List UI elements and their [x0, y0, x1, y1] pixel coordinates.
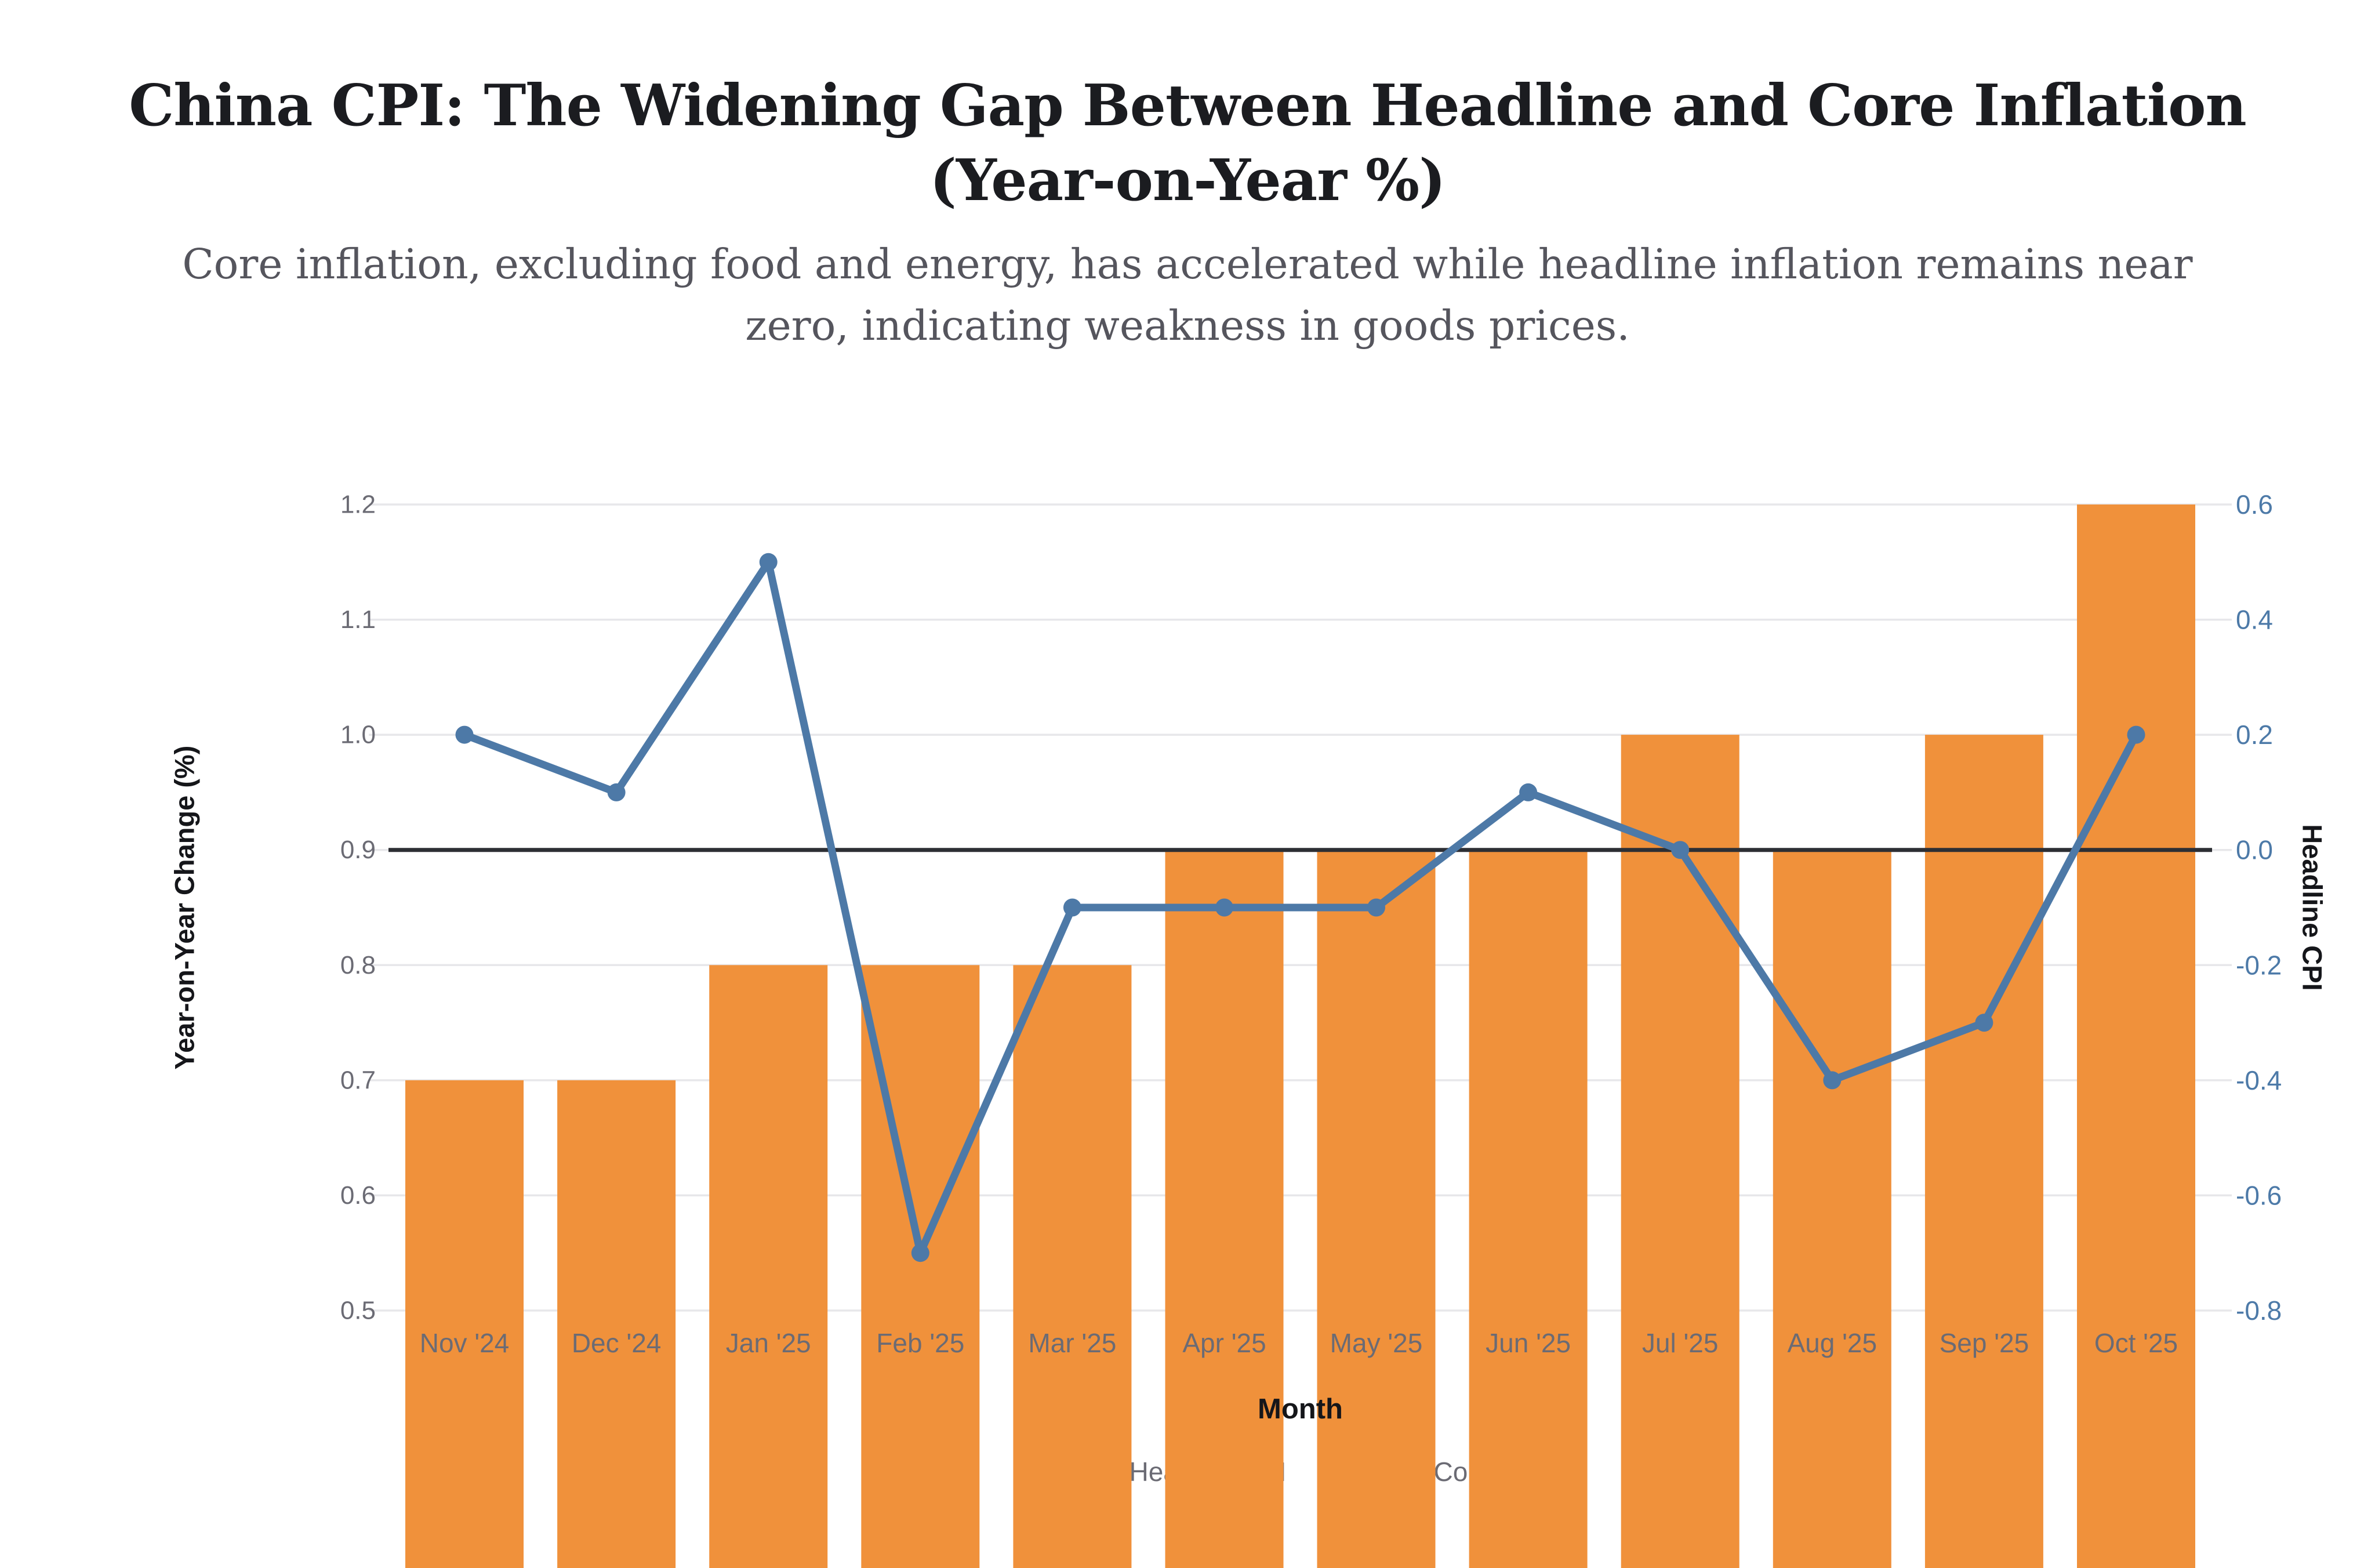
line-point-sep25[interactable]	[1975, 1014, 1993, 1032]
line-point-may25[interactable]	[1367, 898, 1385, 917]
left-tick-label: 1.1	[340, 605, 376, 634]
x-tick-label: Jan '25	[726, 1328, 811, 1358]
left-axis-title: Year-on-Year Change (%)	[169, 746, 200, 1070]
bar-jan25[interactable]	[709, 965, 828, 1568]
line-point-jan25[interactable]	[759, 553, 778, 571]
x-tick-label: Feb '25	[876, 1328, 964, 1358]
left-tick-label: 0.6	[340, 1181, 376, 1210]
x-tick-label: Dec '24	[572, 1328, 662, 1358]
left-axis-tick-labels: 1.2 1.1 1.0 0.9 0.8 0.7 0.6 0.5	[340, 491, 376, 1325]
core-cpi-bars	[405, 504, 2195, 1568]
line-point-nov24[interactable]	[455, 725, 474, 744]
right-tick-label: -0.2	[2236, 950, 2282, 980]
line-point-jun25[interactable]	[1519, 783, 1538, 801]
bar-may25[interactable]	[1317, 850, 1436, 1568]
right-axis-title: Headline CPI	[2297, 824, 2328, 990]
x-tick-label: Sep '25	[1940, 1328, 2029, 1358]
bar-apr25[interactable]	[1165, 850, 1284, 1568]
right-tick-label: 0.0	[2236, 835, 2273, 865]
right-axis-tick-labels: 0.6 0.4 0.2 0.0 -0.2 -0.4 -0.6 -0.8	[2236, 489, 2282, 1326]
x-tick-label: Jul '25	[1642, 1328, 1719, 1358]
bar-sep25[interactable]	[1924, 735, 2043, 1568]
x-axis-title: Month	[1258, 1393, 1343, 1425]
left-tick-label: 1.2	[340, 491, 376, 519]
left-tick-label: 0.5	[340, 1297, 376, 1325]
line-point-oct25[interactable]	[2127, 725, 2145, 744]
line-point-aug25[interactable]	[1823, 1071, 1842, 1090]
x-tick-label: Mar '25	[1028, 1328, 1116, 1358]
left-tick-label: 0.9	[340, 836, 376, 864]
right-tick-label: 0.4	[2236, 605, 2273, 635]
right-tick-label: -0.6	[2236, 1180, 2282, 1210]
headline-cpi-points	[455, 553, 2145, 1262]
bar-mar25[interactable]	[1013, 965, 1132, 1568]
bar-dec24[interactable]	[557, 1080, 676, 1568]
right-tick-label: -0.4	[2236, 1065, 2282, 1095]
x-tick-label: Apr '25	[1182, 1328, 1266, 1358]
x-tick-label: Jun '25	[1486, 1328, 1571, 1358]
bar-jul25[interactable]	[1621, 735, 1740, 1568]
x-tick-label: Oct '25	[2094, 1328, 2178, 1358]
x-tick-label: May '25	[1330, 1328, 1423, 1358]
bar-jun25[interactable]	[1469, 850, 1588, 1568]
right-tick-label: -0.8	[2236, 1295, 2282, 1326]
right-tick-label: 0.6	[2236, 489, 2273, 520]
left-tick-label: 0.8	[340, 951, 376, 979]
x-tick-label: Aug '25	[1788, 1328, 1878, 1358]
line-point-dec24[interactable]	[607, 783, 626, 801]
chart-header: China CPI: The Widening Gap Between Head…	[0, 68, 2375, 357]
right-tick-label: 0.2	[2236, 720, 2273, 750]
line-point-apr25[interactable]	[1215, 898, 1233, 917]
bar-nov24[interactable]	[405, 1080, 524, 1568]
left-tick-label: 1.0	[340, 721, 376, 749]
line-point-feb25[interactable]	[911, 1244, 929, 1262]
bar-aug25[interactable]	[1773, 850, 1891, 1568]
line-point-mar25[interactable]	[1063, 898, 1081, 917]
headline-cpi-line	[460, 558, 2140, 1257]
x-tick-labels: Nov '24 Dec '24 Jan '25 Feb '25 Mar '25 Apr '…	[420, 1328, 2178, 1358]
left-tick-label: 0.7	[340, 1066, 376, 1094]
chart-title: China CPI: The Widening Gap Between Head…	[129, 72, 2246, 215]
chart-subtitle: Core inflation, excluding food and energ…	[182, 239, 2193, 350]
bar-oct25[interactable]	[2077, 504, 2195, 1568]
line-point-jul25[interactable]	[1671, 841, 1690, 859]
x-tick-label: Nov '24	[420, 1328, 510, 1358]
